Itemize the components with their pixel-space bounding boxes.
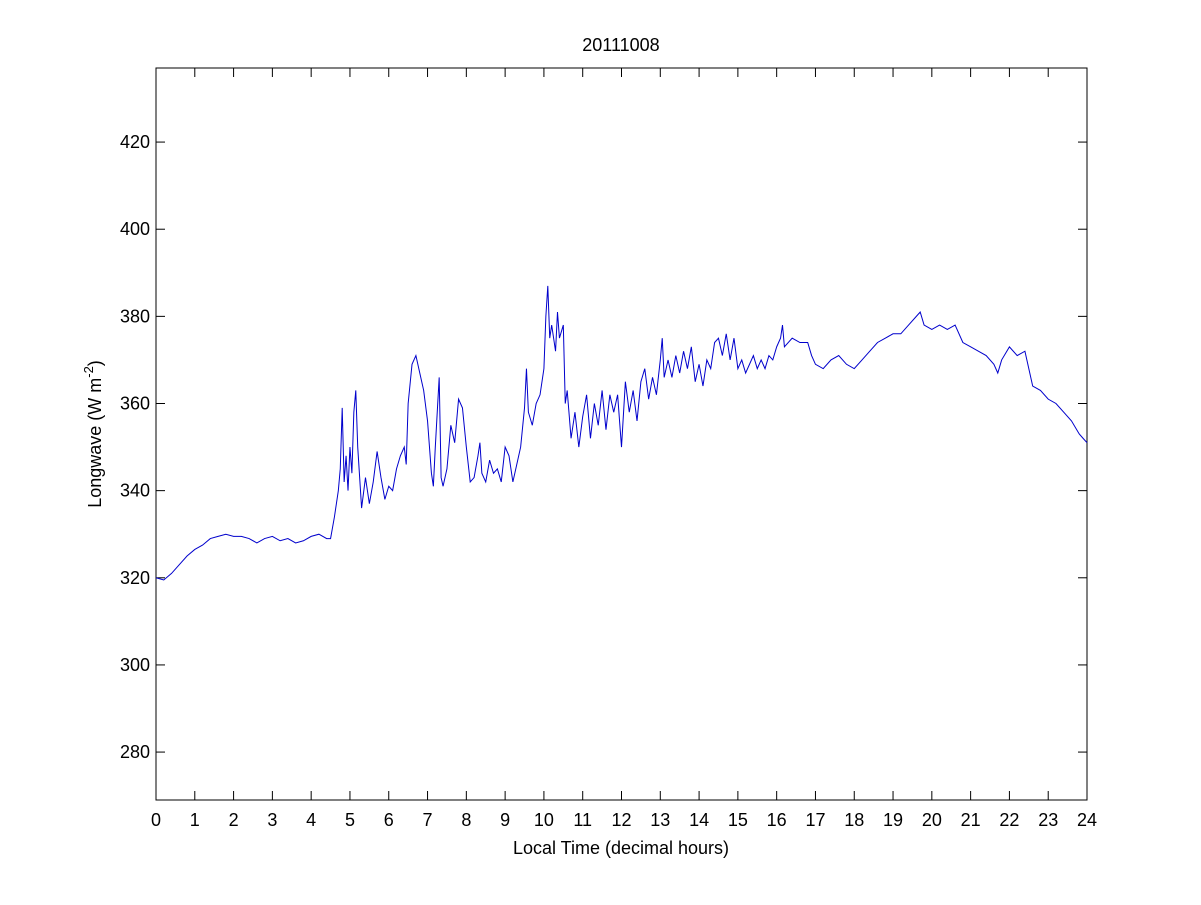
y-label-suffix: ) [85,360,105,366]
y-label-superscript: -2 [81,366,96,378]
x-tick-label: 14 [689,810,709,830]
y-tick-label: 280 [120,742,150,762]
x-tick-label: 19 [883,810,903,830]
data-line [155,285,1088,581]
x-tick-label: 4 [306,810,316,830]
x-tick-label: 21 [961,810,981,830]
x-tick-label: 2 [229,810,239,830]
x-tick-label: 1 [190,810,200,830]
x-tick-label: 20 [922,810,942,830]
x-tick-label: 9 [500,810,510,830]
y-tick-label: 400 [120,219,150,239]
y-tick-label: 340 [120,481,150,501]
y-label-text: Longwave (W m [85,378,105,508]
x-tick-label: 13 [650,810,670,830]
x-tick-label: 12 [611,810,631,830]
y-axis-label: Longwave (W m-2) [81,360,105,508]
chart-title: 20111008 [582,35,659,55]
x-tick-label: 24 [1077,810,1097,830]
y-tick-label: 420 [120,132,150,152]
x-tick-label: 16 [767,810,787,830]
x-tick-label: 0 [151,810,161,830]
x-tick-label: 3 [267,810,277,830]
x-tick-label: 17 [805,810,825,830]
x-tick-label: 23 [1038,810,1058,830]
y-tick-label: 320 [120,568,150,588]
x-axis-label: Local Time (decimal hours) [513,838,729,858]
x-tick-label: 7 [423,810,433,830]
x-tick-label: 22 [999,810,1019,830]
x-tick-label: 5 [345,810,355,830]
x-tick-label: 18 [844,810,864,830]
x-tick-label: 11 [573,810,592,830]
y-tick-label: 380 [120,306,150,326]
x-tick-label: 15 [728,810,748,830]
x-tick-label: 8 [461,810,471,830]
y-tick-label: 300 [120,655,150,675]
x-tick-label: 6 [384,810,394,830]
y-tick-label: 360 [120,394,150,414]
x-tick-label: 10 [534,810,554,830]
